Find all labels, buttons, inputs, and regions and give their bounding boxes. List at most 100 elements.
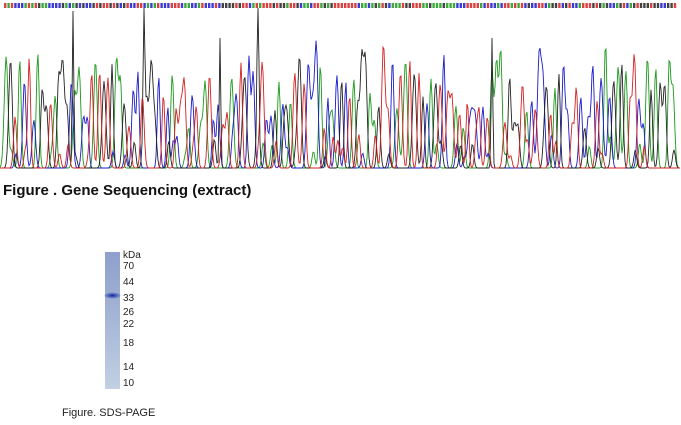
base-call (541, 3, 544, 8)
base-call (361, 3, 364, 8)
base-call (425, 3, 428, 8)
base-call (605, 3, 609, 8)
base-call (4, 3, 7, 8)
base-call (350, 3, 354, 8)
base-call (622, 3, 626, 8)
base-call (476, 3, 479, 8)
base-call (633, 3, 636, 8)
base-call (503, 3, 507, 8)
base-call (578, 3, 581, 8)
base-call (449, 3, 452, 8)
base-call (303, 3, 306, 8)
base-call (242, 3, 245, 8)
base-call (673, 3, 677, 8)
base-call (497, 3, 500, 8)
base-call (585, 3, 588, 8)
base-call (626, 3, 629, 8)
unit-label: kDa (123, 250, 141, 261)
base-call (14, 3, 17, 8)
base-call (119, 3, 122, 8)
base-call (248, 3, 252, 8)
base-call (313, 3, 316, 8)
base-call (667, 3, 670, 8)
base-call (636, 3, 639, 8)
base-call (422, 3, 425, 8)
base-call (537, 3, 541, 8)
base-call (214, 3, 218, 8)
base-call (656, 3, 660, 8)
base-call (208, 3, 211, 8)
base-call (446, 3, 449, 8)
base-call (344, 3, 347, 8)
base-call (381, 3, 384, 8)
base-call (408, 3, 411, 8)
base-call (323, 3, 326, 8)
base-call (89, 3, 92, 8)
marker-label: 22 (123, 319, 135, 330)
base-call (41, 3, 44, 8)
marker-label: 18 (123, 338, 135, 349)
base-call (548, 3, 551, 8)
trace (0, 40, 680, 169)
base-call (320, 3, 323, 8)
base-call (163, 3, 167, 8)
base-call (609, 3, 612, 8)
base-call (429, 3, 432, 8)
base-call (592, 3, 595, 8)
base-call (388, 3, 391, 8)
base-call (327, 3, 330, 8)
base-call (143, 3, 146, 8)
base-call (129, 3, 133, 8)
base-call (296, 3, 299, 8)
base-call (72, 3, 75, 8)
base-call (58, 3, 61, 8)
base-call (167, 3, 170, 8)
base-call (197, 3, 201, 8)
base-call (191, 3, 194, 8)
base-call (486, 3, 490, 8)
base-call (31, 3, 34, 8)
base-call (160, 3, 163, 8)
base-call (670, 3, 673, 8)
base-call (374, 3, 377, 8)
base-call (531, 3, 534, 8)
base-call (252, 3, 255, 8)
base-call (265, 3, 269, 8)
base-call (330, 3, 333, 8)
base-call (558, 3, 561, 8)
base-call (187, 3, 190, 8)
base-call (595, 3, 598, 8)
base-call (238, 3, 241, 8)
marker-label: 70 (123, 261, 135, 272)
base-call (177, 3, 180, 8)
base-call (646, 3, 649, 8)
base-call (650, 3, 653, 8)
base-call (286, 3, 289, 8)
base-call (44, 3, 48, 8)
base-call (180, 3, 184, 8)
base-call (75, 3, 78, 8)
base-call (398, 3, 401, 8)
base-call (565, 3, 568, 8)
base-call (293, 3, 296, 8)
base-call (211, 3, 214, 8)
base-call (245, 3, 248, 8)
base-call (99, 3, 102, 8)
base-call (439, 3, 442, 8)
base-call (272, 3, 275, 8)
sds-page-caption: Figure. SDS-PAGE (62, 407, 156, 419)
marker-label: 26 (123, 307, 135, 318)
marker-label: 10 (123, 378, 135, 389)
base-call (357, 3, 360, 8)
base-call (371, 3, 374, 8)
base-call (126, 3, 129, 8)
base-call (10, 3, 14, 8)
base-call (34, 3, 37, 8)
base-call (316, 3, 320, 8)
base-call (7, 3, 10, 8)
base-call (333, 3, 337, 8)
base-call (21, 3, 24, 8)
base-call (544, 3, 547, 8)
base-call (554, 3, 558, 8)
base-call (82, 3, 85, 8)
